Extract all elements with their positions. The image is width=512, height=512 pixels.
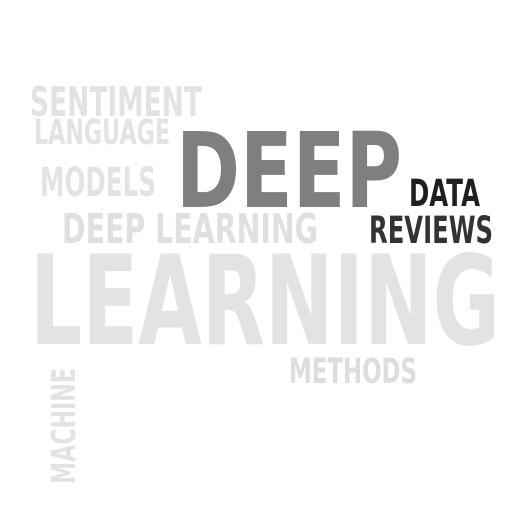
word-sentiment: SENTIMENT [30,78,202,126]
word-methods: METHODS [289,352,417,392]
word-machine: MACHINE [44,368,83,484]
word-deep-learning: DEEP LEARNING [62,205,318,253]
word-learning: LEARNING [30,230,500,374]
word-data: DATA [409,172,480,215]
word-deep: DEEP [176,110,402,232]
word-language: LANGUAGE [34,113,170,153]
word-models: MODELS [40,160,156,206]
word-reviews: REVIEWS [369,209,493,252]
